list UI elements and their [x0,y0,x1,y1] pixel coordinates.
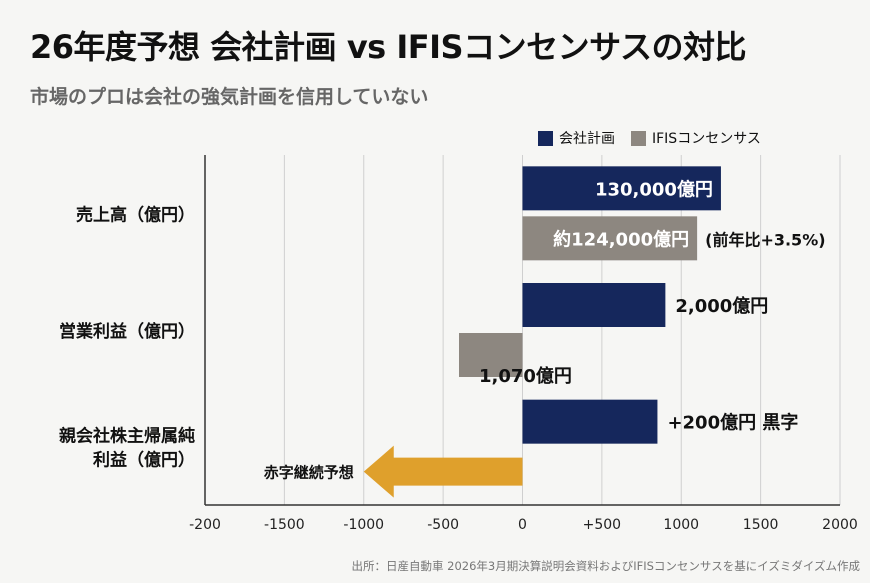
x-tick-label: 1000 [663,517,699,533]
chart-subtitle: 市場のプロは会社の強気計画を信用していない [30,86,429,108]
data-label: 赤字継続予想 [264,464,354,482]
bar [522,166,721,211]
bar [522,399,658,444]
bar [459,333,523,377]
x-tick-label: +500 [583,517,621,533]
x-tick-label: -1500 [264,517,305,533]
x-tick-label: -500 [427,517,459,533]
x-tick-label: 1500 [743,517,779,533]
x-tick-label: -1000 [343,517,384,533]
chart-title: 26年度予想 会社計画 vs IFISコンセンサスの対比 [30,28,746,66]
bar [522,283,666,327]
legend-swatch-company [538,130,553,146]
category-label: 親会社株主帰属純 [59,426,195,447]
data-label: 1,070億円 [479,365,572,387]
data-label: +200億円 黒字 [667,412,798,434]
bar [522,216,698,261]
legend-item-consensus: IFISコンセンサス [631,128,761,148]
data-label: 2,000億円 [675,295,768,317]
legend-label-company: 会社計画 [559,131,615,147]
data-label: 約124,000億円 [553,228,689,250]
legend-swatch-consensus [631,130,646,146]
x-tick-label: 0 [518,517,527,533]
category-label: 利益（億円） [93,450,195,471]
legend-item-company: 会社計画 [538,128,615,148]
deficit-arrow [363,445,523,498]
x-tick-label: -200 [189,517,221,533]
x-tick-label: 2000 [822,517,858,533]
category-label: 営業利益（億円） [59,321,195,342]
data-note: (前年比+3.5%) [705,230,825,249]
chart-legend: 会社計画 IFISコンセンサス [538,128,771,148]
legend-label-consensus: IFISコンセンサス [652,131,761,147]
source-note: 出所：日産自動車 2026年3月期決算説明会資料およびIFISコンセンサスを基に… [351,559,860,573]
data-label: 130,000億円 [595,178,713,200]
category-label: 売上高（億円） [76,204,195,225]
